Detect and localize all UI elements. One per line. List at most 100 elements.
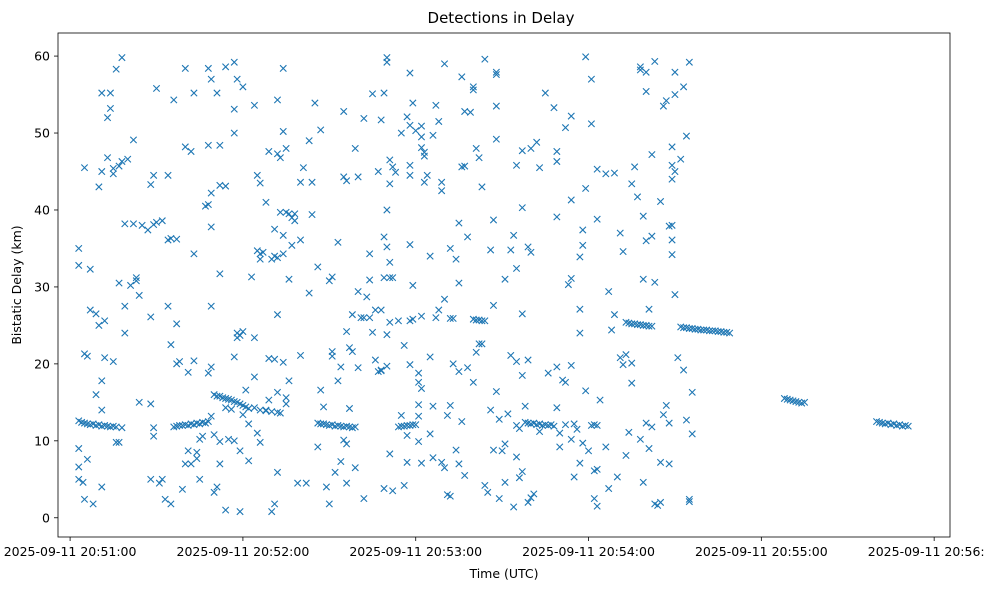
data-point: [236, 508, 244, 516]
data-point: [602, 170, 610, 178]
data-point: [103, 114, 112, 122]
data-point: [308, 211, 316, 219]
data-point: [354, 173, 362, 181]
data-point: [489, 446, 498, 454]
data-point: [567, 112, 575, 120]
data-point: [904, 422, 912, 430]
data-point: [222, 404, 230, 412]
data-point: [685, 58, 693, 66]
x-tick-label: 2025-09-11 20:52:00: [177, 544, 310, 559]
data-point: [175, 357, 184, 366]
data-point: [296, 178, 305, 186]
data-point: [423, 171, 431, 179]
data-point: [299, 164, 307, 172]
data-point: [271, 500, 279, 508]
data-point: [112, 423, 120, 431]
data-point: [167, 500, 175, 508]
data-point: [109, 170, 117, 178]
data-point: [429, 131, 437, 139]
data-point: [567, 274, 575, 283]
data-point: [101, 317, 109, 325]
data-point: [662, 97, 670, 105]
data-point: [593, 165, 601, 173]
data-point: [800, 398, 809, 406]
data-point: [628, 359, 636, 367]
data-point: [386, 180, 394, 188]
data-point: [152, 84, 161, 92]
data-point: [118, 54, 126, 62]
data-point: [101, 354, 109, 362]
data-point: [250, 373, 259, 381]
data-point: [239, 327, 247, 336]
data-point: [443, 411, 451, 420]
data-point: [389, 487, 397, 495]
data-point: [147, 400, 155, 408]
data-point: [343, 440, 351, 448]
data-point: [527, 248, 535, 256]
data-point: [642, 237, 650, 245]
data-point: [216, 460, 224, 468]
data-point: [607, 326, 616, 334]
data-point: [250, 404, 259, 412]
data-point: [507, 246, 515, 254]
data-point: [455, 279, 463, 287]
data-point: [645, 444, 653, 453]
data-point: [665, 419, 673, 427]
data-point: [276, 409, 284, 417]
data-point: [245, 420, 253, 428]
data-point: [417, 122, 426, 130]
data-point: [80, 495, 89, 503]
data-point: [648, 232, 656, 240]
data-point: [550, 422, 558, 430]
data-point: [294, 479, 302, 487]
data-point: [98, 406, 106, 414]
data-point: [582, 184, 590, 193]
data-point: [368, 328, 377, 336]
data-point: [432, 314, 440, 322]
y-tick-label: 60: [34, 49, 50, 64]
data-point: [625, 428, 633, 436]
data-point: [198, 432, 207, 440]
data-point: [648, 423, 656, 431]
data-point: [282, 400, 290, 408]
data-point: [412, 421, 420, 429]
x-axis: 2025-09-11 20:51:00 2025-09-11 20:52:00 20…: [4, 537, 984, 559]
data-point: [115, 438, 123, 446]
data-point: [639, 321, 647, 329]
data-point: [636, 66, 644, 74]
data-point: [216, 437, 224, 446]
data-point: [512, 357, 521, 366]
data-point: [567, 435, 575, 443]
data-point: [75, 261, 83, 269]
data-point: [685, 498, 693, 506]
data-point: [158, 475, 166, 483]
data-point: [253, 429, 261, 437]
data-point: [671, 291, 679, 299]
data-point: [492, 135, 500, 143]
data-point: [688, 430, 696, 438]
data-point: [92, 391, 100, 399]
data-point: [147, 313, 155, 321]
data-point: [409, 315, 417, 323]
data-point: [340, 436, 348, 444]
data-point: [570, 473, 578, 481]
data-point: [636, 435, 644, 443]
data-point: [679, 324, 688, 332]
data-point: [610, 311, 619, 319]
data-point: [535, 427, 544, 436]
data-point: [697, 326, 705, 334]
y-tick-label: 0: [42, 510, 50, 525]
data-point: [282, 394, 290, 402]
data-point: [158, 217, 166, 225]
data-point: [406, 241, 414, 249]
data-point: [576, 253, 584, 261]
data-point: [648, 322, 656, 330]
data-point: [167, 341, 175, 349]
data-point: [360, 114, 368, 122]
data-point: [328, 273, 336, 281]
data-point: [668, 143, 676, 151]
data-point: [492, 68, 500, 76]
data-point: [613, 473, 621, 481]
data-point: [651, 57, 659, 66]
data-point: [530, 490, 538, 498]
